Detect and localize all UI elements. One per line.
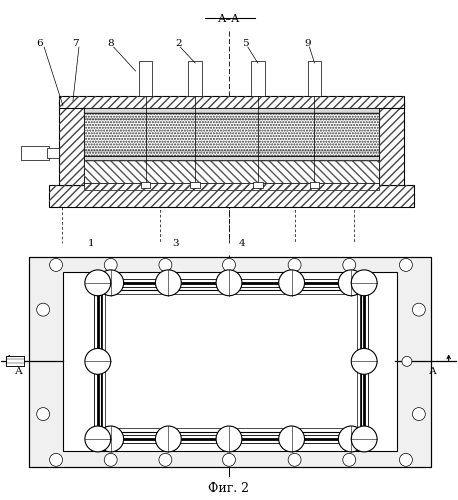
Circle shape [223, 258, 235, 272]
Bar [310, 182, 319, 188]
Circle shape [85, 348, 111, 374]
Text: 6: 6 [36, 38, 43, 48]
Circle shape [98, 426, 124, 452]
Bar [379, 101, 404, 186]
Circle shape [104, 454, 117, 466]
Bar [188, 61, 202, 96]
Bar [379, 101, 404, 186]
Circle shape [338, 426, 364, 452]
Circle shape [98, 270, 124, 295]
Circle shape [351, 348, 377, 374]
Text: 3: 3 [172, 238, 179, 248]
Bar [84, 160, 379, 184]
Bar [190, 182, 200, 188]
Circle shape [343, 454, 356, 466]
Circle shape [402, 356, 412, 366]
Circle shape [351, 426, 377, 452]
Circle shape [338, 270, 364, 295]
Bar [105, 294, 357, 428]
Text: 9: 9 [304, 38, 311, 48]
Bar [6, 356, 24, 366]
Circle shape [159, 258, 172, 272]
Bar [59, 101, 84, 186]
Circle shape [155, 270, 181, 295]
Bar [84, 160, 379, 184]
Text: А: А [15, 367, 23, 376]
Bar [63, 272, 397, 451]
Circle shape [37, 303, 49, 316]
Circle shape [412, 303, 425, 316]
Circle shape [216, 270, 242, 295]
Bar [84, 184, 379, 190]
Circle shape [288, 454, 301, 466]
Circle shape [351, 270, 377, 295]
Text: Фиг. 2: Фиг. 2 [208, 482, 250, 495]
Circle shape [412, 408, 425, 420]
Bar [251, 61, 265, 96]
Text: 1: 1 [87, 238, 94, 248]
Bar [101, 290, 361, 432]
Text: 7: 7 [73, 38, 79, 48]
Bar [29, 257, 431, 467]
Bar [49, 186, 414, 207]
Circle shape [85, 426, 111, 452]
Circle shape [155, 426, 181, 452]
Bar [29, 257, 431, 467]
Bar [21, 146, 49, 160]
Circle shape [279, 426, 305, 452]
Circle shape [49, 454, 62, 466]
Circle shape [279, 270, 305, 295]
Circle shape [399, 258, 412, 272]
Bar [59, 96, 404, 108]
Circle shape [399, 454, 412, 466]
Circle shape [216, 426, 242, 452]
Bar [139, 61, 153, 96]
Text: А: А [429, 367, 436, 376]
Bar [84, 184, 379, 190]
Circle shape [343, 258, 356, 272]
Circle shape [104, 258, 117, 272]
Bar [84, 108, 379, 113]
Text: 5: 5 [241, 38, 248, 48]
Bar [141, 182, 151, 188]
Bar [84, 113, 379, 156]
Bar [47, 148, 59, 158]
Text: 8: 8 [108, 38, 114, 48]
Text: А–А: А–А [218, 14, 240, 24]
Circle shape [85, 270, 111, 295]
Circle shape [223, 454, 235, 466]
Text: 4: 4 [239, 238, 245, 248]
Bar [84, 113, 379, 156]
Bar [49, 186, 414, 207]
Circle shape [159, 454, 172, 466]
Text: 2: 2 [175, 38, 182, 48]
Bar [307, 61, 322, 96]
Circle shape [37, 408, 49, 420]
Bar [84, 156, 379, 160]
Bar [59, 101, 84, 186]
Bar [59, 96, 404, 108]
Circle shape [49, 258, 62, 272]
Circle shape [288, 258, 301, 272]
Bar [253, 182, 263, 188]
